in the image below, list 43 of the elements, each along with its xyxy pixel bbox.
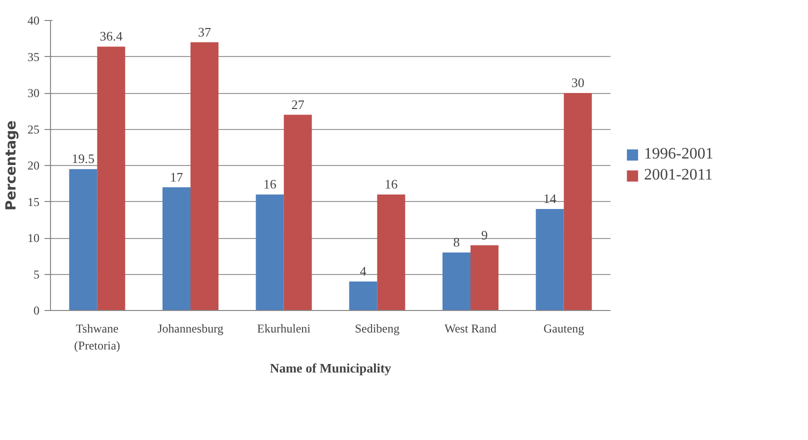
x-tick-label: Johannesburg [158, 322, 224, 336]
bar [162, 187, 190, 310]
bar [69, 169, 98, 310]
data-label: 8 [453, 234, 460, 250]
y-tick-label: 30 [28, 86, 40, 100]
y-tick-label: 0 [34, 304, 40, 318]
legend-label: 1996-2001 [644, 146, 714, 164]
y-tick-label: 5 [34, 267, 40, 282]
bar [470, 245, 498, 310]
data-label: 37 [198, 24, 212, 40]
data-label: 36.4 [100, 28, 124, 44]
data-label: 27 [291, 96, 305, 112]
data-label: 17 [170, 169, 184, 184]
bar [284, 114, 312, 310]
y-tick-label: 20 [28, 158, 40, 172]
y-tick-label: 25 [28, 122, 40, 136]
y-tick-label: 10 [28, 231, 40, 245]
data-label: 19.5 [72, 151, 95, 166]
data-label: 14 [543, 191, 557, 206]
x-axis-title: Name of Municipality [270, 360, 392, 376]
x-tick-label: Gauteng [544, 322, 584, 336]
y-tick-label: 40 [28, 14, 40, 28]
data-label: 4 [360, 264, 367, 278]
data-label: 16 [384, 176, 398, 192]
data-label: 30 [571, 75, 584, 90]
bar [256, 194, 284, 310]
bar [536, 209, 564, 310]
x-tick-label: Sedibeng [354, 322, 400, 336]
bar [564, 93, 592, 310]
bar [97, 46, 126, 310]
legend-label: 2001-2011 [644, 166, 713, 184]
data-label: 9 [481, 227, 488, 242]
bar [442, 252, 470, 310]
bar [377, 194, 406, 310]
y-axis-title: Percentage [4, 120, 20, 211]
bar [349, 282, 378, 310]
bar [190, 42, 218, 310]
y-tick-label: 15 [28, 194, 40, 209]
x-tick-label: West Rand [444, 322, 497, 336]
data-label: 16 [263, 176, 277, 192]
x-tick-label: Tshwane (Pretoria) [74, 322, 120, 352]
y-tick-label: 35 [28, 50, 40, 64]
x-tick-label: Ekurhuleni [257, 322, 312, 336]
